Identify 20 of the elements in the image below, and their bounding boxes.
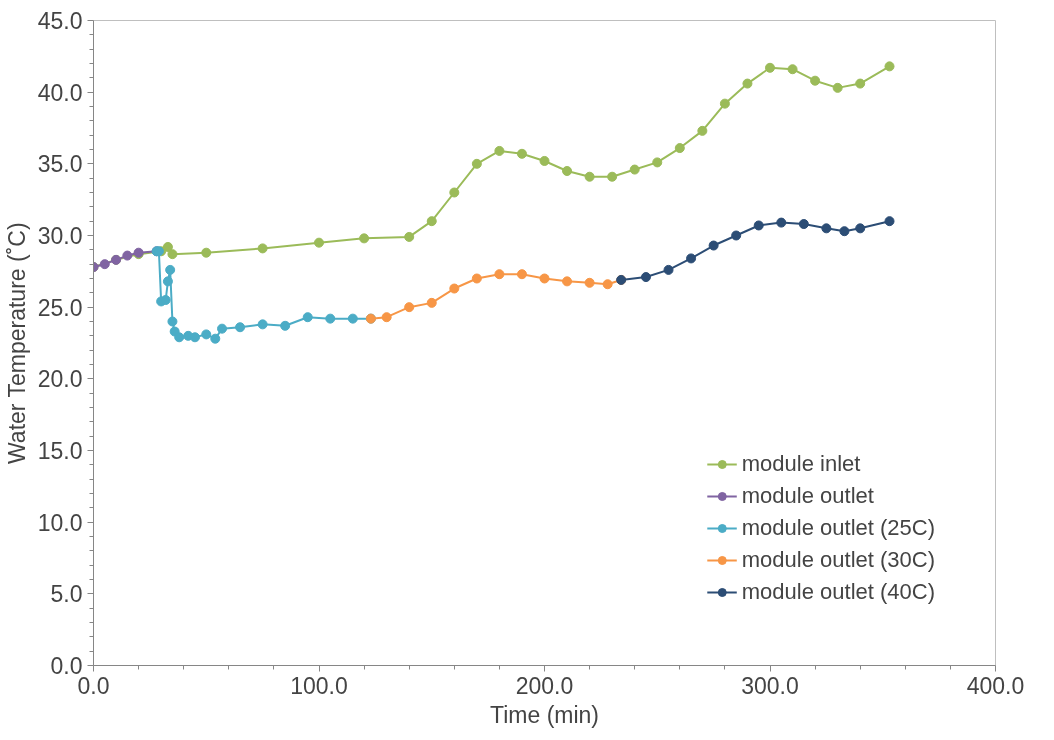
x-axis-title: Time (min): [489, 701, 600, 728]
y-tick-label: 45.0: [37, 8, 83, 34]
x-tick-label: 400.0: [966, 672, 1025, 699]
y-tick-label: 20.0: [37, 366, 83, 393]
legend-label: module inlet: [741, 451, 861, 477]
y-tick-label: 25.0: [37, 294, 83, 321]
x-tick-label: 100.0: [290, 672, 348, 699]
y-tick-label: 10.0: [37, 509, 83, 536]
y-tick-label: 35.0: [37, 151, 83, 178]
y-tick-label: 5.0: [50, 581, 83, 608]
x-tick-label: 200.0: [515, 672, 574, 699]
y-tick-label: 30.0: [37, 223, 83, 249]
legend-label: module outlet (25C): [741, 515, 935, 541]
legend-label: module outlet: [741, 483, 874, 509]
y-tick-label: 15.0: [37, 438, 83, 464]
y-axis-title: Water Temperature (˚C): [3, 222, 30, 464]
legend-label: module outlet (30C): [741, 547, 935, 573]
y-tick-label: 40.0: [37, 79, 83, 106]
legend-label: module outlet (40C): [741, 579, 935, 605]
x-tick-label: 300.0: [741, 672, 799, 699]
